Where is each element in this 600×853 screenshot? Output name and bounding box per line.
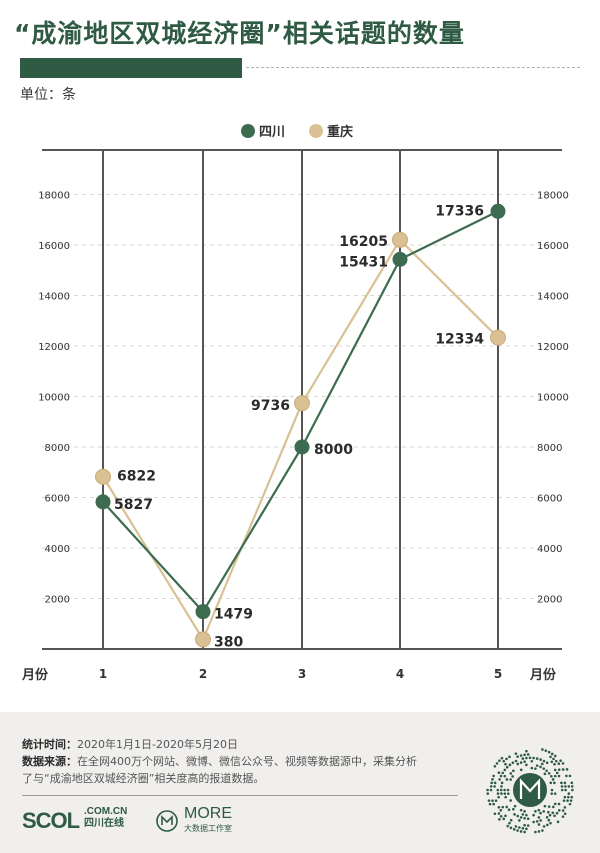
stat-source-label: 数据来源： (22, 755, 77, 768)
y-tick-label-left-6000: 6000 (45, 494, 70, 505)
point-0-1 (195, 604, 211, 620)
data-label-1-3: 16205 (339, 234, 388, 250)
stat-source-value-2: 了与“成渝地区双城经济圈”相关度高的报道数据。 (22, 772, 265, 785)
more-logo: MORE (184, 805, 232, 822)
y-tick-label-right-4000: 4000 (537, 544, 562, 555)
y-tick-label-right-16000: 16000 (537, 241, 569, 252)
series-line-1 (102, 238, 499, 642)
data-label-1-0: 6822 (117, 469, 156, 485)
legend-marker-1 (309, 124, 323, 138)
y-tick-label-right-12000: 12000 (537, 342, 569, 353)
y-tick-label-left-2000: 2000 (45, 595, 70, 606)
stat-time-value: 2020年1月1日-2020年5月20日 (77, 738, 238, 751)
title-accent-bar (20, 58, 242, 78)
data-label-0-3: 15431 (339, 254, 388, 270)
scol-logo-subtitle: .COM.CN 四川在线 (84, 806, 127, 830)
series-line-0 (102, 210, 499, 614)
data-label-1-1: 380 (214, 634, 243, 650)
point-1-2 (294, 395, 310, 412)
stat-time-label: 统计时间： (22, 738, 77, 751)
y-tick-label-left-12000: 12000 (38, 342, 70, 353)
y-tick-label-left-10000: 10000 (38, 393, 70, 404)
x-tick-label-4: 4 (396, 667, 404, 681)
y-tick-label-right-6000: 6000 (537, 494, 562, 505)
y-tick-label-right-14000: 14000 (537, 292, 569, 303)
data-label-0-0: 5827 (114, 497, 153, 513)
point-1-4 (490, 329, 506, 346)
qr-code-icon (486, 748, 574, 834)
data-label-0-4: 17336 (435, 203, 484, 219)
legend-label-1: 重庆 (327, 124, 353, 140)
point-1-1 (195, 631, 211, 648)
footer-divider (22, 795, 458, 796)
x-tick-label-3: 3 (298, 667, 306, 681)
point-0-3 (392, 251, 408, 267)
line-chart: 2000 2000 4000 4000 6000 6000 8000 8000 10000 100… (21, 124, 569, 683)
data-label-0-2: 8000 (314, 442, 353, 458)
stat-source-row-2: 了与“成渝地区双城经济圈”相关度高的报道数据。 (22, 771, 264, 787)
x-tick-label-5: 5 (494, 667, 502, 681)
y-tick-label-left-4000: 4000 (45, 544, 70, 555)
more-logo-subtitle: 大数据工作室 (184, 824, 232, 833)
point-1-3 (392, 231, 408, 248)
y-tick-label-left-14000: 14000 (38, 292, 70, 303)
page-title: “成渝地区双城经济圈”相关话题的数量 (14, 19, 465, 48)
data-label-1-4: 12334 (435, 332, 484, 348)
unit-label: 单位：条 (20, 87, 76, 103)
x-tick-label-2: 2 (199, 667, 207, 681)
point-0-0 (95, 494, 111, 510)
y-tick-label-right-2000: 2000 (537, 595, 562, 606)
data-label-0-1: 1479 (214, 607, 253, 623)
y-tick-label-right-8000: 8000 (537, 443, 562, 454)
legend-label-0: 四川 (259, 125, 285, 140)
point-1-0 (95, 468, 111, 485)
y-tick-label-left-18000: 18000 (38, 191, 70, 202)
y-tick-label-left-8000: 8000 (45, 443, 70, 454)
y-tick-label-right-10000: 10000 (537, 393, 569, 404)
stat-time-row: 统计时间：2020年1月1日-2020年5月20日 (22, 737, 238, 753)
scol-cn-name: 四川在线 (84, 818, 124, 829)
scol-logo: SCOL (22, 808, 80, 833)
y-tick-label-left-16000: 16000 (38, 241, 70, 252)
stat-source-row: 数据来源：在全网400万个网站、微博、微信公众号、视频等数据源中，采集分析 (22, 754, 417, 770)
x-axis-label-left: 月份 (21, 667, 49, 683)
point-0-2 (294, 439, 310, 455)
x-tick-label-1: 1 (99, 667, 107, 681)
scol-domain: .COM.CN (84, 806, 128, 817)
stat-source-value-1: 在全网400万个网站、微博、微信公众号、视频等数据源中，采集分析 (77, 755, 417, 768)
title-divider (246, 67, 580, 68)
footer-panel (0, 712, 600, 853)
x-axis-label-right: 月份 (529, 667, 557, 683)
legend-marker-0 (241, 124, 255, 138)
point-0-4 (490, 203, 506, 219)
more-logo-icon (156, 810, 178, 832)
data-label-1-2: 9736 (251, 398, 290, 414)
y-tick-label-right-18000: 18000 (537, 191, 569, 202)
